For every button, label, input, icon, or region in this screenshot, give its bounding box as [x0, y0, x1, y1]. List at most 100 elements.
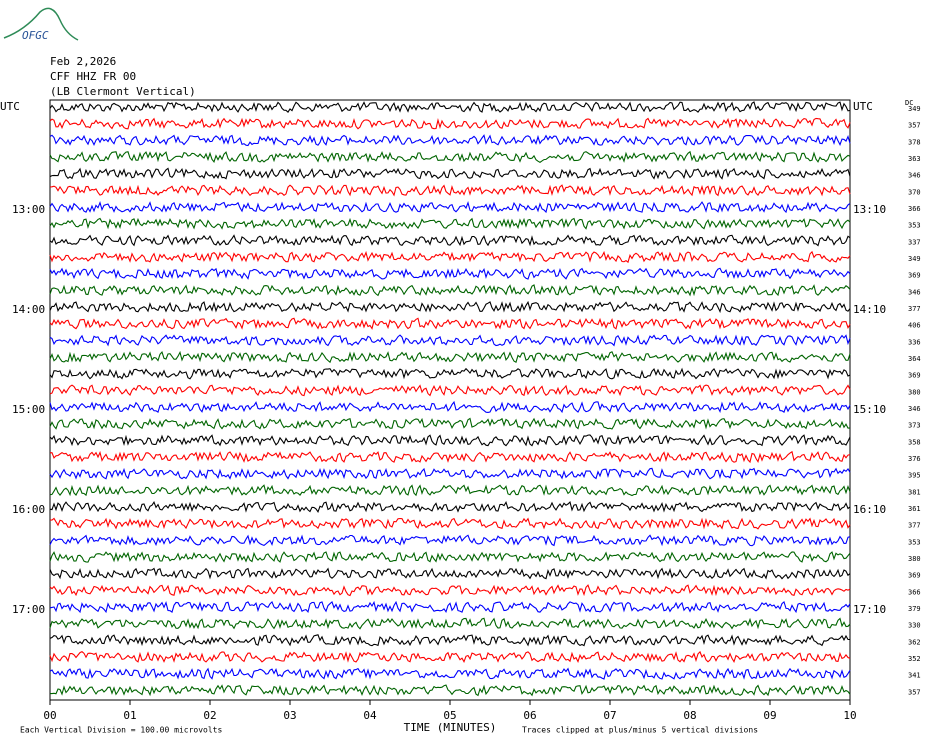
trace	[49, 467, 851, 480]
x-tick-label: 08	[683, 709, 696, 722]
trace	[49, 250, 851, 264]
trace	[49, 434, 851, 447]
dc-value: 380	[908, 388, 921, 396]
dc-value: 366	[908, 205, 921, 213]
trace	[49, 300, 851, 314]
trace	[49, 584, 851, 597]
trace	[49, 600, 851, 614]
date: Feb 2,2026	[50, 55, 116, 68]
dc-value: 346	[908, 288, 921, 296]
dc-value: 373	[908, 422, 921, 430]
trace	[49, 234, 851, 247]
trace	[49, 384, 851, 397]
x-tick-label: 00	[43, 709, 56, 722]
trace	[49, 367, 851, 380]
x-tick-label: 05	[443, 709, 456, 722]
left-time-label: 15:00	[12, 403, 45, 416]
x-tick-label: 02	[203, 709, 216, 722]
dc-value: 353	[908, 538, 921, 546]
clip-note: Traces clipped at plus/minus 5 vertical …	[522, 726, 758, 735]
trace	[49, 267, 851, 280]
trace	[50, 684, 851, 697]
left-time-label: 14:00	[12, 303, 45, 316]
dc-value: 346	[908, 405, 921, 413]
right-time-label: 17:10	[853, 603, 886, 616]
dc-value: 370	[908, 188, 921, 196]
x-tick-label: 10	[843, 709, 856, 722]
x-tick-label: 04	[363, 709, 377, 722]
trace	[49, 101, 851, 113]
x-tick-label: 06	[523, 709, 536, 722]
right-time-label: 16:10	[853, 503, 886, 516]
trace	[49, 201, 851, 214]
dc-value: 378	[908, 138, 921, 146]
trace	[49, 517, 851, 530]
dc-value: 395	[908, 472, 921, 480]
dc-value: 358	[908, 438, 921, 446]
location: (LB Clermont Vertical)	[50, 85, 196, 98]
trace	[49, 134, 851, 147]
dc-value: 379	[908, 605, 921, 613]
dc-label: DC	[905, 99, 913, 107]
x-tick-label: 07	[603, 709, 616, 722]
dc-value: 362	[908, 638, 921, 646]
dc-value: 377	[908, 522, 921, 530]
trace	[49, 400, 851, 414]
trace	[49, 167, 851, 180]
logo-mark	[3, 7, 79, 41]
dc-value: 346	[908, 172, 921, 180]
left-time-label: 16:00	[12, 503, 45, 516]
trace	[49, 150, 851, 163]
trace	[49, 334, 851, 347]
dc-value: 361	[908, 505, 921, 513]
plot-frame	[49, 99, 851, 701]
x-tick-label: 03	[283, 709, 296, 722]
trace	[49, 350, 851, 364]
station: CFF HHZ FR 00	[50, 70, 136, 83]
trace	[49, 217, 851, 230]
trace	[49, 634, 850, 647]
logo: OFGC	[22, 29, 49, 42]
trace	[49, 117, 851, 130]
trace	[49, 184, 851, 197]
right-time-label: 13:10	[853, 203, 886, 216]
dc-value: 380	[908, 555, 921, 563]
trace	[49, 417, 850, 430]
dc-value: 336	[908, 338, 921, 346]
trace	[49, 500, 851, 513]
dc-value: 357	[908, 688, 921, 696]
x-tick-label: 09	[763, 709, 776, 722]
dc-value: 369	[908, 572, 921, 580]
trace	[49, 284, 851, 297]
right-time-label: 15:10	[853, 403, 886, 416]
x-tick-label: 01	[123, 709, 136, 722]
dc-value: 337	[908, 238, 921, 246]
dc-value: 349	[908, 105, 921, 113]
dc-value: 381	[908, 488, 921, 496]
trace	[49, 650, 851, 664]
trace	[49, 567, 851, 580]
left-time-label: UTC	[0, 100, 20, 113]
dc-value: 406	[908, 322, 921, 330]
scale-note: Each Vertical Division = 100.00 microvol…	[20, 726, 222, 735]
trace	[49, 317, 851, 330]
dc-value: 353	[908, 222, 921, 230]
trace	[49, 484, 851, 497]
dc-value: 366	[908, 588, 921, 596]
dc-value: 341	[908, 672, 921, 680]
trace	[49, 551, 851, 563]
trace	[49, 450, 851, 464]
dc-value: 364	[908, 355, 921, 363]
dc-value: 369	[908, 372, 921, 380]
dc-value: 357	[908, 122, 921, 130]
dc-value: 377	[908, 305, 921, 313]
dc-value: 376	[908, 455, 921, 463]
dc-value: 369	[908, 272, 921, 280]
dc-value: 352	[908, 655, 921, 663]
x-axis-label: TIME (MINUTES)	[404, 721, 497, 734]
trace	[49, 534, 851, 547]
left-time-label: 13:00	[12, 203, 45, 216]
trace	[49, 617, 851, 630]
right-time-label: UTC	[853, 100, 873, 113]
